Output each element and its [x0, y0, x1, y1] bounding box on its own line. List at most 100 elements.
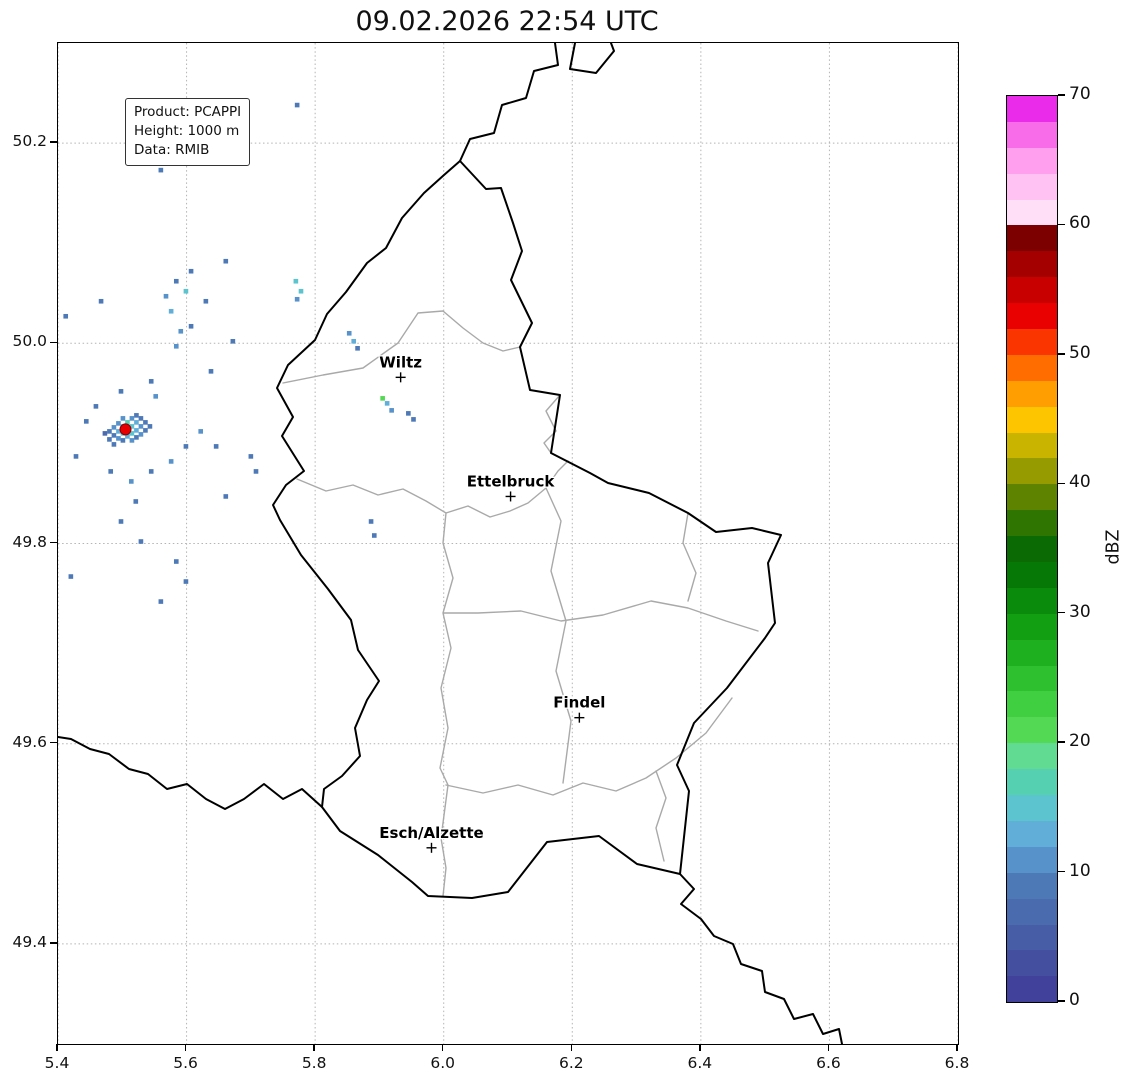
radar-echo-pixel [173, 278, 179, 284]
radar-echo-pixel [183, 444, 189, 449]
radar-echo-pixel [93, 404, 99, 409]
canton-borders [282, 310, 759, 897]
colorbar-tick-mark [1058, 223, 1065, 226]
x-tick-label: 5.8 [301, 1054, 327, 1072]
radar-echo-layer [63, 102, 416, 604]
radar-echo-pixel [111, 442, 117, 447]
radar-echo-pixel [346, 330, 352, 336]
radar-echo-pixel [116, 436, 121, 441]
colorbar-tick-mark [1058, 741, 1065, 743]
radar-echo-pixel [107, 437, 112, 442]
radar-echo-pixel [371, 533, 377, 538]
radar-echo-pixel [116, 429, 121, 434]
x-tick-label: 5.6 [173, 1054, 198, 1072]
radar-echo-pixel [138, 432, 144, 437]
radar-echo-pixel [120, 438, 126, 443]
radar-echo-pixel [173, 344, 179, 349]
radar-echo-pixel [107, 429, 112, 434]
radar-site-layer [119, 423, 132, 436]
radar-echo-pixel [111, 433, 117, 438]
colorbar-tick-mark [1058, 482, 1065, 485]
radar-echo-pixel [168, 459, 174, 464]
colorbar-label: dBZ [1103, 529, 1124, 565]
colorbar-tick-mark [1058, 94, 1065, 96]
radar-echo-pixel [68, 574, 74, 579]
y-tick-mark [50, 141, 57, 143]
x-tick-label: 6.4 [687, 1054, 713, 1072]
radar-echo-pixel [223, 258, 229, 264]
y-tick-label: 50.2 [12, 132, 47, 151]
colorbar-band [1007, 199, 1057, 226]
radar-echo-pixel [389, 408, 394, 413]
y-tick-mark [50, 541, 57, 544]
radar-echo-pixel [294, 296, 300, 302]
x-tick-mark [313, 1044, 315, 1051]
colorbar-band [1007, 820, 1057, 847]
radar-echo-pixel [158, 167, 164, 173]
radar-echo-pixel [355, 346, 360, 351]
radar-echo-pixel [143, 428, 148, 433]
radar-echo-pixel [230, 338, 236, 344]
city-marker-layer: Wiltz Ettelbruck Findel Esch/Alzette [378, 352, 607, 853]
radar-echo-pixel [128, 479, 134, 484]
radar-echo-pixel [134, 413, 139, 418]
x-tick-label: 5.4 [44, 1054, 70, 1072]
radar-echo-pixel [223, 494, 229, 499]
colorbar-band [1007, 354, 1057, 381]
radar-echo-pixel [168, 308, 174, 314]
luxembourg-border [272, 160, 782, 899]
radar-echo-pixel [203, 298, 209, 304]
x-tick-label: 6.2 [558, 1054, 584, 1072]
radar-echo-pixel [129, 424, 135, 429]
radar-echo-pixel [411, 417, 416, 422]
info-product: Product: PCAPPI [134, 104, 242, 120]
radar-echo-pixel [293, 278, 299, 284]
x-tick-label: 6.0 [430, 1054, 456, 1072]
x-tick-mark [56, 1044, 58, 1051]
radar-echo-pixel [380, 396, 385, 401]
x-tick-label: 6.6 [816, 1054, 841, 1072]
y-tick-label: 49.4 [12, 932, 47, 951]
colorbar-band [1007, 173, 1057, 200]
radar-echo-pixel [129, 431, 135, 436]
colorbar-band [1007, 665, 1057, 692]
radar-echo-pixel [134, 428, 139, 433]
colorbar-band [1007, 303, 1057, 330]
radar-echo-pixel [298, 288, 304, 294]
y-tick-mark [50, 741, 57, 744]
radar-echo-pixel [116, 421, 121, 426]
colorbar-band [1007, 458, 1057, 485]
colorbar-tick-mark [1058, 870, 1065, 873]
radar-echo-pixel [125, 420, 130, 425]
colorbar-band [1007, 562, 1057, 588]
radar-echo-pixel [208, 369, 214, 374]
colorbar-band [1007, 795, 1057, 821]
colorbar-band [1007, 976, 1057, 1003]
country-border-layer [58, 43, 843, 1044]
radar-echo-pixel [351, 338, 357, 344]
y-tick-label: 50.0 [12, 332, 47, 351]
radar-echo-pixel [134, 435, 139, 440]
colorbar-band [1007, 639, 1057, 666]
radar-echo-pixel [133, 499, 139, 504]
colorbar-band [1007, 872, 1057, 899]
colorbar-tick-label: 50 [1069, 342, 1091, 363]
colorbar-band [1007, 743, 1057, 770]
radar-echo-pixel [188, 323, 194, 329]
radar-echo-pixel [98, 298, 104, 304]
x-tick-mark [441, 1044, 444, 1051]
city-label: Ettelbruck [467, 472, 556, 490]
colorbar-tick-label: 20 [1069, 731, 1091, 752]
colorbar-tick-mark [1058, 611, 1065, 614]
colorbar-band [1007, 950, 1057, 977]
radar-echo-pixel [108, 469, 114, 474]
radar-echo-pixel [83, 419, 89, 424]
x-tick-label: 6.8 [944, 1054, 970, 1072]
colorbar-band [1007, 329, 1057, 355]
colorbar-band [1007, 225, 1057, 252]
colorbar-band [1007, 510, 1057, 537]
radar-echo-pixel [138, 539, 144, 544]
radar-echo-pixel [129, 438, 135, 443]
colorbar-band [1007, 406, 1057, 433]
radar-echo-pixel [129, 416, 135, 421]
